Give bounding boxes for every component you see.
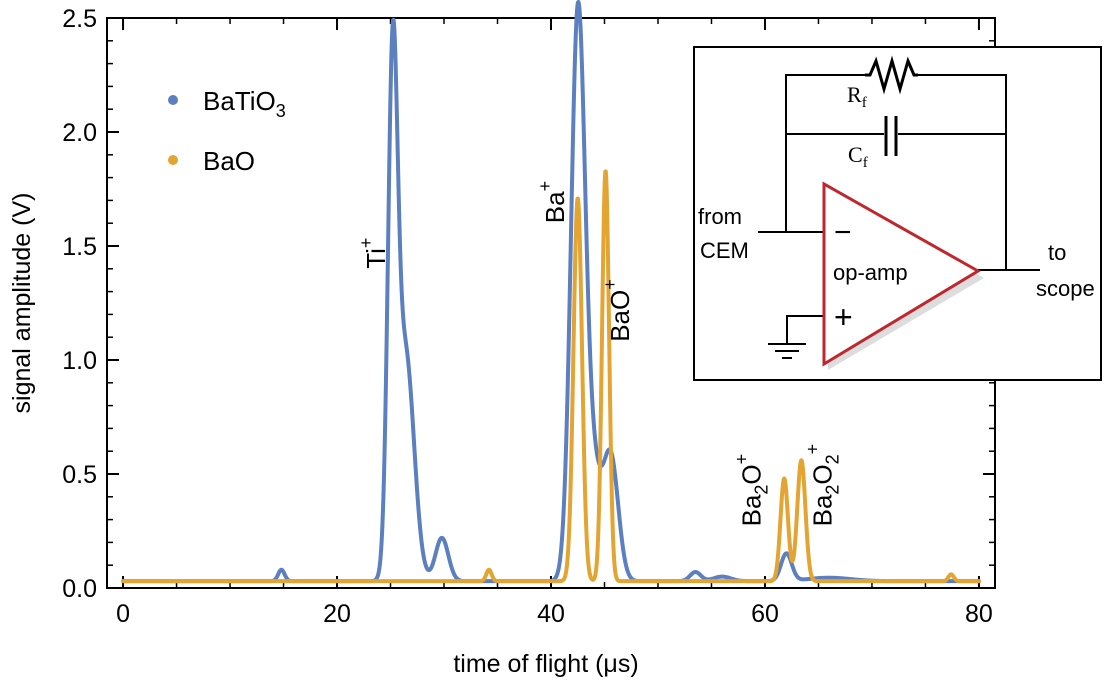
x-tick-label: 40: [537, 600, 565, 628]
output-label-line2: scope: [1036, 276, 1095, 301]
series-layer: [121, 0, 981, 584]
legend-marker-bao: [168, 155, 178, 165]
x-tick-label: 60: [751, 600, 779, 628]
y-axis-label: signal amplitude (V): [8, 193, 36, 414]
peak-label: BaO+: [600, 279, 635, 342]
op-amp-label: op-amp: [833, 260, 908, 285]
resistor-label: Rf: [847, 82, 867, 111]
x-tick-label: 80: [965, 600, 993, 628]
legend-label-batio3: BaTiO3: [203, 86, 286, 121]
inset-frame: [693, 46, 1102, 381]
capacitor-label: Cf: [848, 142, 868, 171]
legend: BaTiO3 BaO: [168, 86, 286, 176]
op-amp-plus: +: [834, 299, 853, 335]
input-label-line1: from: [698, 204, 742, 229]
x-tick-label: 20: [323, 600, 351, 628]
y-tick-label: 1.0: [62, 347, 97, 375]
inset-circuit-diagram: Rf Cf from CEM to scope − + op-amp: [693, 46, 1102, 381]
input-label-line2: CEM: [700, 238, 749, 263]
peak-label: Ti+: [356, 238, 391, 269]
feedback-wire: [785, 74, 1007, 270]
y-tick-label: 1.5: [62, 233, 97, 261]
series-line-bao: [121, 169, 981, 584]
x-axis-ticks: 0 20 40 60 80: [116, 18, 993, 628]
y-tick-label: 2.5: [62, 5, 97, 33]
y-tick-label: 2.0: [62, 119, 97, 147]
peak-label: Ba+: [535, 181, 570, 223]
op-amp-minus: −: [834, 216, 852, 249]
y-tick-label: 0.5: [62, 461, 97, 489]
legend-marker-batio3: [168, 95, 178, 105]
output-label-line1: to: [1048, 240, 1066, 265]
peak-label: Ba2O+: [732, 454, 772, 527]
legend-label-bao: BaO: [203, 146, 255, 176]
x-axis-label: time of flight (μs): [453, 650, 638, 678]
resistor-icon: [865, 55, 918, 95]
y-tick-label: 0.0: [62, 575, 97, 603]
x-tick-label: 0: [116, 600, 130, 628]
op-amp-triangle: [822, 181, 981, 367]
peak-label: Ba2O2+: [802, 444, 842, 527]
ground-wire: [786, 315, 824, 344]
peak-annotations: Ti+ Ba+ BaO+ Ba2O+ Ba2O2+: [356, 181, 842, 527]
